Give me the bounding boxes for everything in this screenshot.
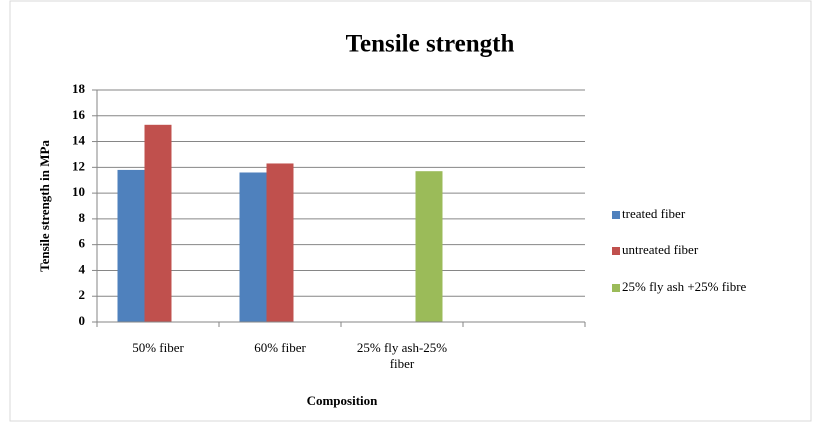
legend-label: untreated fiber — [622, 242, 699, 257]
y-tick-label: 10 — [72, 184, 85, 199]
bar — [266, 163, 294, 322]
y-tick-label: 14 — [72, 133, 86, 148]
bar — [144, 124, 172, 322]
x-tick-label: 60% fiber — [254, 340, 306, 355]
y-tick-label: 0 — [79, 313, 86, 328]
x-axis-label: Composition — [307, 393, 379, 408]
legend-swatch — [612, 211, 620, 219]
y-tick-label: 2 — [79, 287, 86, 302]
legend-swatch — [612, 247, 620, 255]
y-tick-label: 12 — [72, 158, 85, 173]
y-axis-label: Tensile strength in MPa — [37, 140, 52, 272]
bar — [239, 172, 267, 322]
y-tick-label: 8 — [79, 210, 86, 225]
y-tick-label: 18 — [72, 81, 86, 96]
bar — [117, 169, 145, 322]
legend-label: treated fiber — [622, 206, 686, 221]
y-tick-label: 4 — [79, 261, 86, 276]
y-tick-label: 6 — [79, 236, 86, 251]
legend-swatch — [612, 284, 620, 292]
x-tick-label: 50% fiber — [132, 340, 184, 355]
chart-title: Tensile strength — [346, 31, 515, 58]
legend-label: 25% fly ash +25% fibre — [622, 279, 747, 294]
bar — [415, 171, 443, 322]
x-tick-label: 25% fly ash-25% fiber — [356, 340, 448, 371]
y-tick-label: 16 — [72, 107, 86, 122]
